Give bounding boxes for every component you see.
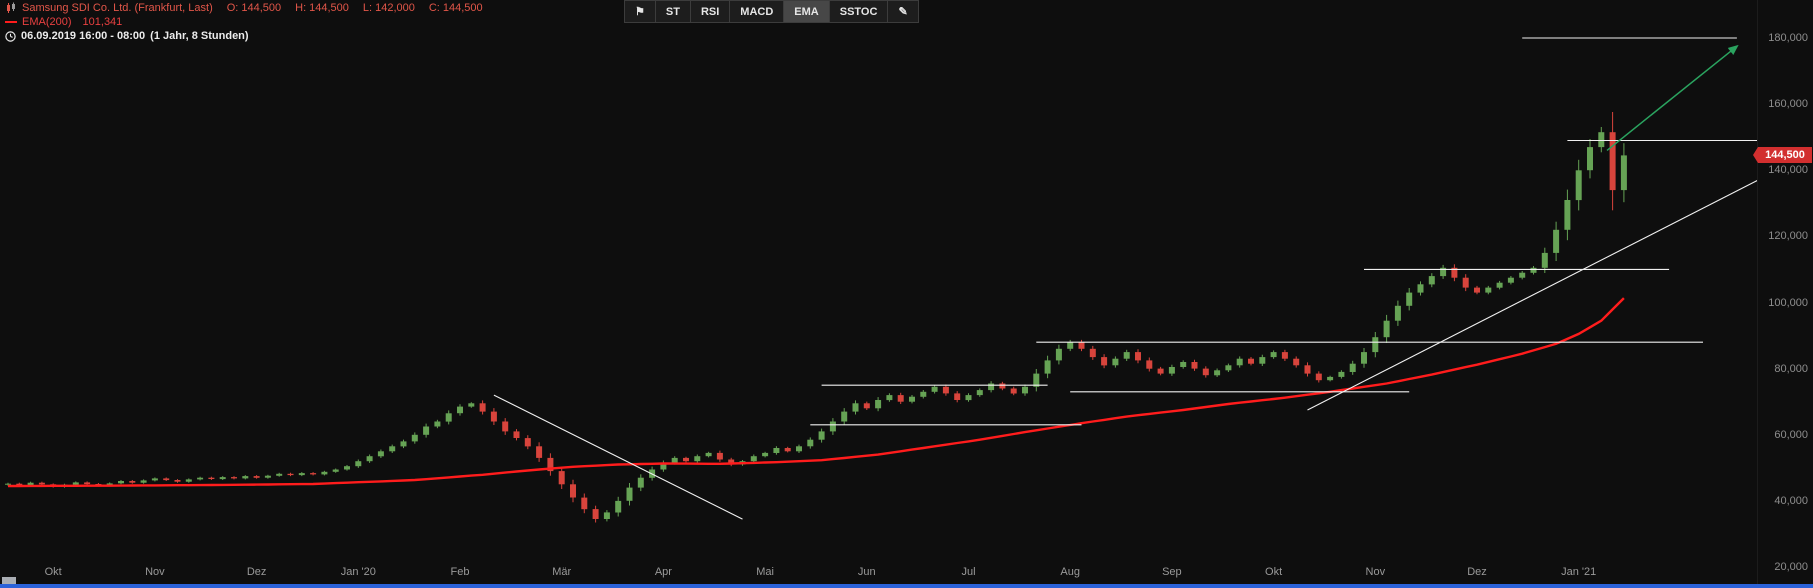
time-axis-label: Sep: [1162, 566, 1182, 578]
time-axis-label: Feb: [450, 566, 470, 578]
time-axis-label: Nov: [1365, 566, 1386, 578]
ema-line[interactable]: [8, 297, 1625, 488]
toolbar-button-st[interactable]: ST: [656, 1, 691, 22]
trendline-uptrend[interactable]: [1307, 174, 1758, 411]
ema-label: EMA(200): [22, 16, 72, 28]
time-axis-label: Okt: [44, 566, 62, 578]
last-price-tag: 144,500: [1753, 147, 1812, 164]
price-axis[interactable]: 180,000 160,000 140,000 120,000 100,000 80,00…: [1757, 0, 1813, 588]
instrument-legend: Samsung SDI Co. Ltd. (Frankfurt, Last) O…: [5, 2, 483, 14]
ohlc-high: H: 144,500: [295, 2, 349, 14]
scroll-corner: [2, 577, 16, 584]
window-bottom-edge: [0, 584, 1813, 588]
price-axis-label: 80,000: [1774, 362, 1808, 375]
time-axis[interactable]: Okt Nov Dez Jan '20 Feb Mär Apr Mai Jun Jul Aug Sep…: [0, 564, 1757, 584]
price-axis-label: 180,000: [1768, 32, 1808, 44]
instrument-icon: [7, 2, 15, 13]
ema-legend[interactable]: EMA(200) 101,341: [5, 16, 122, 28]
price-axis-label: 20,000: [1774, 561, 1808, 573]
trendlines: [493, 37, 1758, 520]
price-axis-label: 60,000: [1774, 428, 1808, 441]
toolbar-button-macd[interactable]: MACD: [730, 1, 785, 22]
time-range-datetime: 06.09.2019 16:00 - 08:00: [21, 30, 146, 42]
projection-arrow[interactable]: [1606, 44, 1739, 151]
price-axis-label: 40,000: [1774, 494, 1808, 507]
time-axis-label: Jun: [857, 566, 876, 578]
price-axis-label: 140,000: [1768, 164, 1808, 177]
time-axis-label: Jul: [961, 566, 976, 578]
ema-line-swatch: [5, 21, 17, 23]
ohlc-close: C: 144,500: [428, 2, 483, 14]
time-axis-label: Nov: [145, 566, 165, 578]
indicator-toolbar: ⚑ ST RSI MACD EMA SSTOC ✎: [624, 0, 919, 23]
time-axis-label: Dez: [1467, 566, 1487, 578]
price-axis-label: 120,000: [1768, 230, 1808, 243]
ema-value: 101,341: [82, 16, 123, 28]
toolbar-button-flag[interactable]: ⚑: [625, 1, 656, 22]
time-range-interval: (1 Jahr, 8 Stunden): [150, 30, 249, 42]
toolbar-button-sstoc[interactable]: SSTOC: [830, 1, 889, 22]
instrument-name: Samsung SDI Co. Ltd. (Frankfurt, Last): [22, 2, 213, 14]
time-range-legend: 06.09.2019 16:00 - 08:00 (1 Jahr, 8 Stun…: [5, 30, 249, 42]
ohlc-open: O: 144,500: [226, 2, 282, 14]
time-axis-label: Mai: [756, 566, 774, 578]
time-axis-label: Jan '20: [340, 566, 376, 578]
time-axis-label: Okt: [1265, 566, 1283, 578]
toolbar-button-rsi[interactable]: RSI: [691, 1, 731, 22]
chart-canvas[interactable]: [0, 0, 1757, 588]
candles: [5, 112, 1627, 523]
time-axis-label: Dez: [246, 566, 267, 578]
price-axis-label: 160,000: [1768, 98, 1808, 111]
ohlc-low: L: 142,000: [362, 2, 415, 14]
time-axis-label: Jan '21: [1561, 566, 1597, 578]
clock-icon: [5, 30, 16, 42]
time-axis-label: Apr: [654, 566, 672, 578]
trendline-downtrend[interactable]: [493, 394, 743, 520]
time-axis-label: Mär: [552, 566, 572, 578]
toolbar-button-ema[interactable]: EMA: [784, 1, 830, 22]
toolbar-button-draw[interactable]: ✎: [898, 6, 908, 18]
price-axis-label: 100,000: [1768, 296, 1808, 309]
time-axis-label: Aug: [1060, 566, 1080, 578]
